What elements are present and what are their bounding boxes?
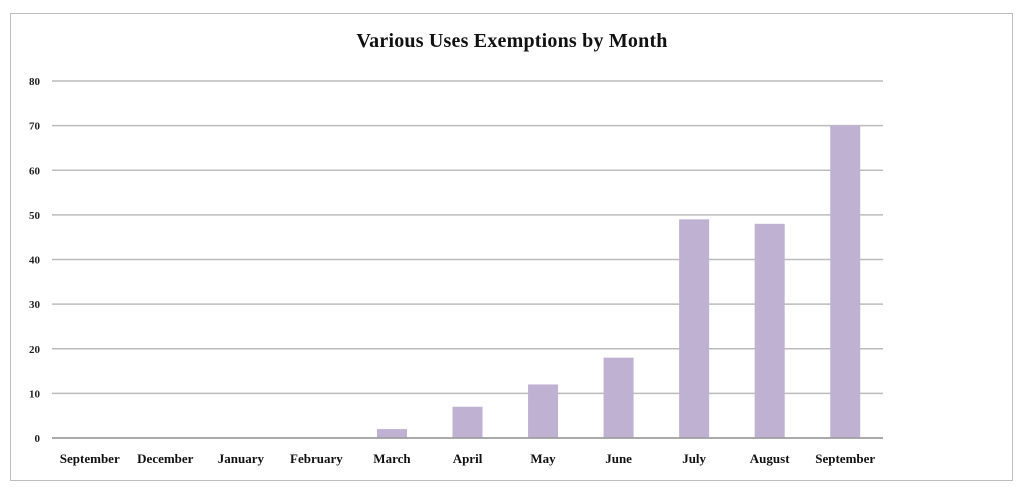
x-category-label: September: [60, 451, 120, 466]
bar: [603, 357, 634, 438]
y-axis-ticks: 0 10 20 30 40 50 60 70 80: [29, 76, 41, 445]
chart-title: Various Uses Exemptions by Month: [356, 30, 668, 52]
x-category-label: March: [373, 451, 411, 466]
bar: [754, 223, 785, 438]
x-category-label: September: [815, 451, 875, 466]
bar: [679, 219, 710, 438]
x-category-label: April: [453, 451, 483, 466]
y-tick-label: 40: [29, 255, 41, 267]
x-category-label: August: [750, 451, 790, 466]
y-tick-label: 0: [35, 433, 41, 445]
bar: [830, 125, 861, 438]
gridlines: [52, 80, 883, 439]
y-tick-label: 20: [29, 344, 41, 356]
x-category-label: December: [137, 451, 194, 466]
x-category-label: June: [605, 451, 632, 466]
bar: [376, 429, 407, 438]
x-axis-categories: September December January February March Apr…: [60, 451, 876, 466]
bars: [376, 125, 861, 438]
bar: [528, 384, 559, 438]
y-tick-label: 30: [29, 299, 41, 311]
x-category-label: July: [682, 451, 706, 466]
y-tick-label: 50: [29, 210, 41, 222]
y-tick-label: 80: [29, 76, 41, 88]
x-category-label: January: [218, 451, 265, 466]
x-category-label: May: [530, 451, 556, 466]
y-tick-label: 60: [29, 165, 41, 177]
x-category-label: February: [290, 451, 343, 466]
y-tick-label: 70: [29, 121, 41, 133]
bar: [452, 406, 483, 438]
y-tick-label: 10: [29, 388, 41, 400]
